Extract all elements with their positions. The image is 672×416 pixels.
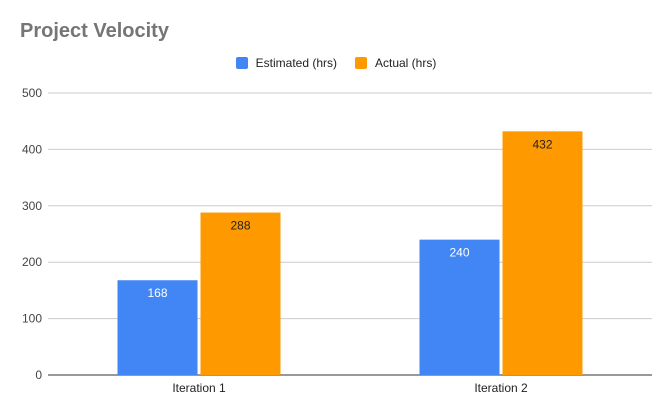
legend-item-estimated[interactable]: Estimated (hrs) [235,56,337,70]
y-tick-label: 500 [22,86,42,100]
data-label: 288 [230,219,250,233]
bar-actual [200,212,281,375]
bar-estimated [117,280,198,375]
bar-actual [502,131,583,375]
legend-swatch-estimated [235,57,248,69]
x-tick-label: Iteration 1 [172,381,226,395]
bar-estimated [419,239,500,375]
legend-swatch-actual [355,57,367,69]
y-tick-label: 200 [22,255,42,269]
data-label: 168 [147,286,167,300]
y-tick-label: 400 [22,142,42,156]
y-tick-label: 300 [22,199,42,213]
data-label: 240 [449,246,469,260]
y-tick-label: 100 [22,312,42,326]
legend-label-actual: Actual (hrs) [375,56,437,70]
legend-item-actual[interactable]: Actual (hrs) [355,56,436,70]
chart-title: Project Velocity [20,20,169,42]
data-label: 432 [532,137,552,151]
x-tick-label: Iteration 2 [474,381,528,395]
legend: Estimated (hrs) Actual (hrs) [0,56,672,70]
y-tick-label: 0 [35,368,42,382]
legend-label-estimated: Estimated (hrs) [255,56,337,70]
